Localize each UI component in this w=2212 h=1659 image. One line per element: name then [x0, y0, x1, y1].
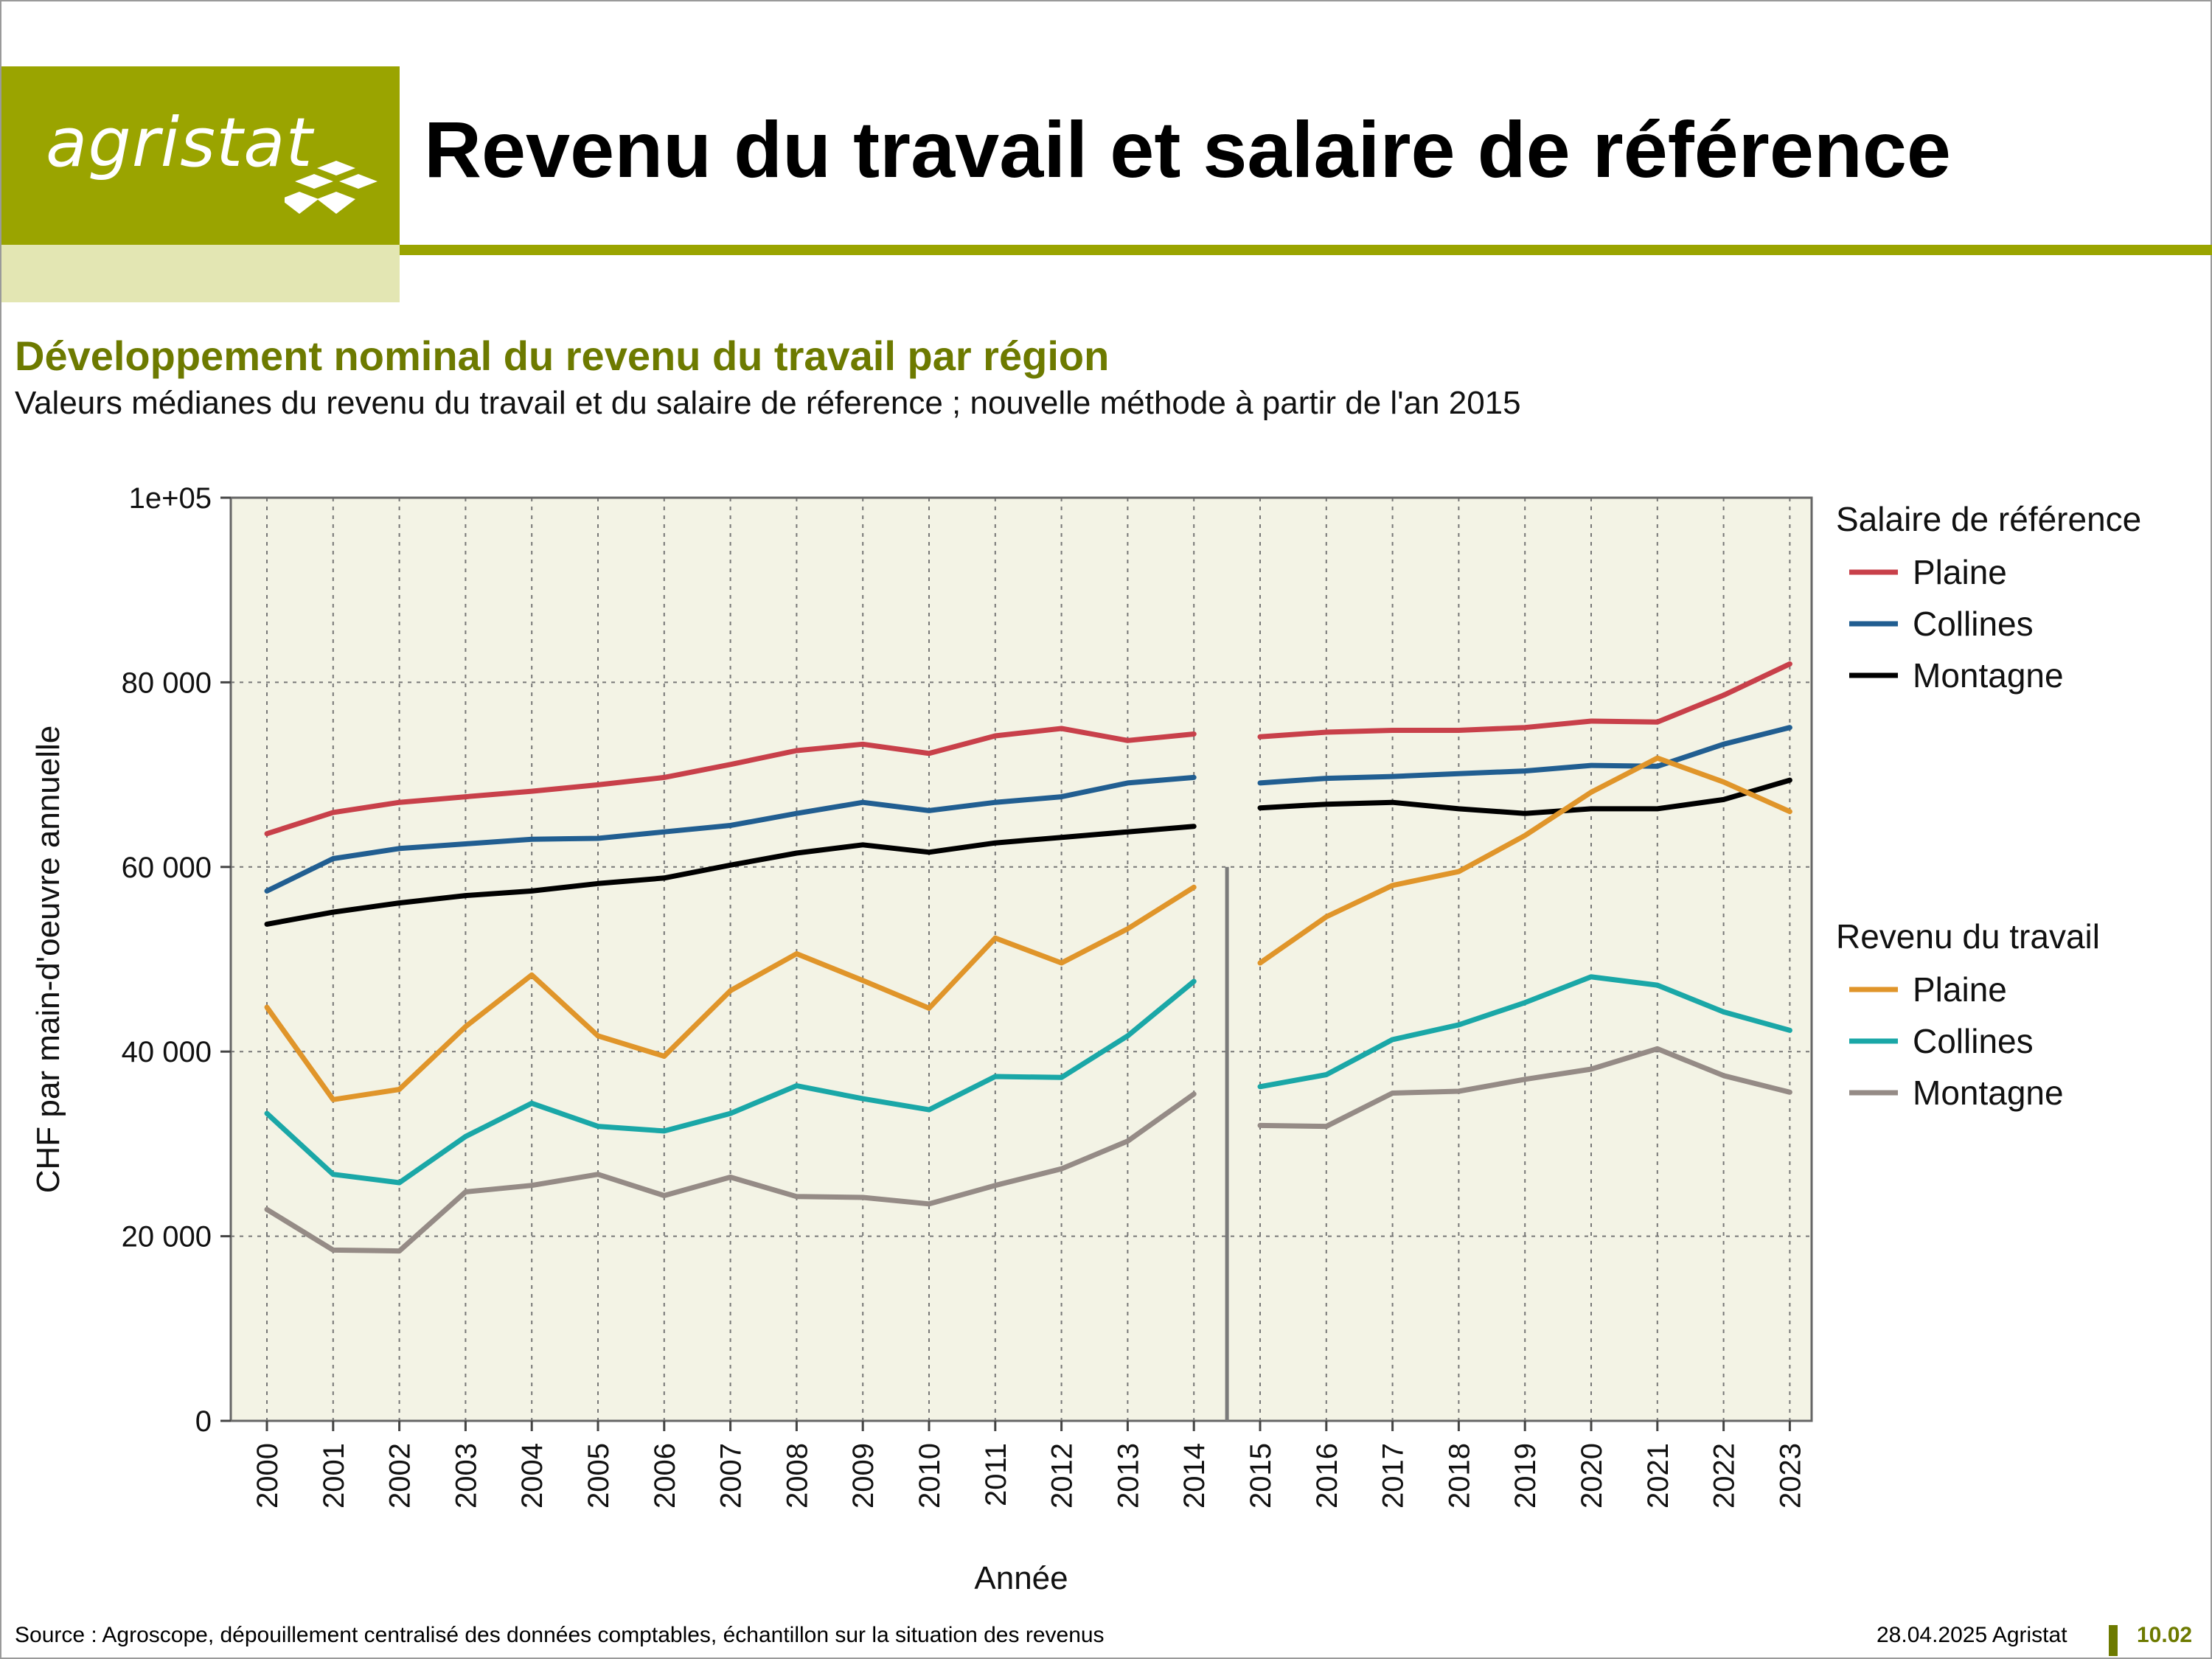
legend-label: Montagne — [1913, 1074, 2064, 1112]
logo-diamond-icon — [285, 161, 378, 214]
series-line-revenu-plaine — [264, 884, 1197, 1102]
y-tick-label: 60 000 — [122, 852, 212, 884]
x-tick-label: 2022 — [1708, 1443, 1741, 1509]
x-tick-label: 2010 — [914, 1443, 946, 1509]
x-tick-label: 2016 — [1311, 1443, 1343, 1509]
x-tick-label: 2004 — [516, 1443, 549, 1509]
page-number: 10.02 — [2137, 1623, 2193, 1647]
plot-area — [231, 498, 1812, 1421]
series-line-revenu-plaine — [1257, 755, 1792, 966]
series-line-revenu-montagne — [264, 1091, 1197, 1254]
legend-title: Revenu du travail — [1836, 917, 2100, 956]
x-tick-label: 2003 — [450, 1443, 482, 1509]
series-line-salaire-montagne — [1257, 777, 1792, 816]
x-tick-label: 2013 — [1112, 1443, 1144, 1509]
series-line-salaire-plaine — [1257, 661, 1792, 740]
x-tick-label: 2008 — [781, 1443, 813, 1509]
x-axis-title: Année — [974, 1560, 1068, 1596]
agristat-logo: agristat — [46, 103, 313, 182]
x-tick-label: 2018 — [1443, 1443, 1475, 1509]
x-tick-label: 2006 — [649, 1443, 681, 1509]
series-line-salaire-plaine — [264, 726, 1197, 837]
x-tick-label: 2019 — [1509, 1443, 1542, 1509]
y-tick-label: 0 — [195, 1405, 212, 1438]
series-line-revenu-collines — [264, 978, 1197, 1186]
x-tick-label: 2009 — [847, 1443, 880, 1509]
header-rule — [400, 245, 2212, 255]
x-tick-label: 2014 — [1178, 1443, 1211, 1509]
series-line-salaire-collines — [264, 774, 1197, 894]
x-tick-label: 2023 — [1774, 1443, 1806, 1509]
plot-border — [229, 496, 1813, 1422]
series-line-salaire-collines — [1257, 725, 1792, 786]
y-tick-label: 40 000 — [122, 1036, 212, 1068]
series-line-salaire-montagne — [264, 824, 1197, 927]
x-tick-label: 2020 — [1576, 1443, 1608, 1509]
x-tick-label: 2011 — [980, 1443, 1012, 1506]
y-tick-label: 80 000 — [122, 667, 212, 699]
x-tick-label: 2007 — [715, 1443, 748, 1509]
legend-label: Montagne — [1913, 656, 2064, 695]
x-tick-label: 2001 — [318, 1443, 350, 1509]
logo-box — [1, 66, 400, 245]
x-tick-label: 2005 — [582, 1443, 615, 1509]
chart-heading: Développement nominal du revenu du trava… — [15, 333, 1110, 379]
series-line-revenu-collines — [1257, 974, 1792, 1090]
page-title: Revenu du travail et salaire de référenc… — [424, 105, 1951, 194]
x-tick-label: 2017 — [1377, 1443, 1410, 1509]
footer-bar — [2109, 1625, 2118, 1656]
x-tick-label: 2015 — [1245, 1443, 1277, 1509]
legend-title: Salaire de référence — [1836, 500, 2141, 538]
logo-strip — [1, 245, 400, 302]
series-line-revenu-montagne — [1257, 1046, 1792, 1130]
x-tick-label: 2021 — [1642, 1443, 1674, 1509]
y-tick-label: 20 000 — [122, 1221, 212, 1253]
x-tick-label: 2000 — [251, 1443, 284, 1509]
x-tick-label: 2002 — [384, 1443, 417, 1509]
x-tick-label: 2012 — [1046, 1443, 1079, 1509]
footer-date: 28.04.2025 Agristat — [1877, 1623, 2067, 1647]
y-axis-title: CHF par main-d'oeuvre annuelle — [30, 726, 66, 1194]
legend-label: Collines — [1913, 605, 2034, 643]
source-note: Source : Agroscope, dépouillement centra… — [15, 1623, 1105, 1647]
legend-label: Plaine — [1913, 970, 2007, 1009]
legend: Salaire de référence Plaine Collines Montag… — [1836, 500, 2141, 1112]
legend-label: Plaine — [1913, 553, 2007, 591]
y-tick-label: 1e+05 — [129, 482, 212, 515]
legend-label: Collines — [1913, 1022, 2034, 1060]
chart-description: Valeurs médianes du revenu du travail et… — [15, 385, 1521, 421]
